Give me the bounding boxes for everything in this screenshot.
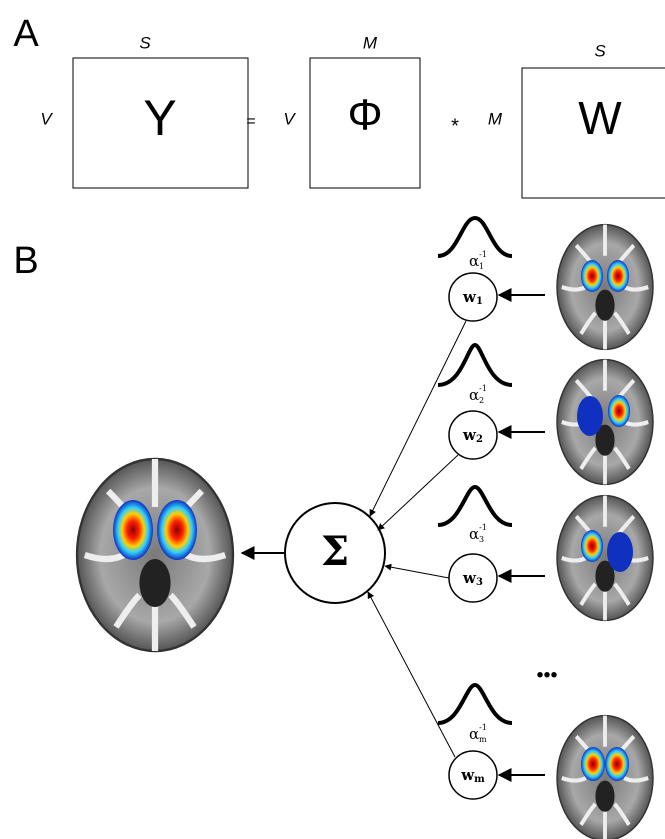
matrix-symbol: Y bbox=[143, 90, 176, 146]
operator: = bbox=[246, 113, 255, 130]
weight-node bbox=[448, 272, 498, 322]
matrix-symbol: Φ bbox=[347, 91, 382, 140]
arrow bbox=[377, 454, 459, 531]
matrix-box bbox=[72, 57, 249, 189]
weight-label: w3 bbox=[462, 569, 483, 588]
prior-label: α-1 1 bbox=[469, 250, 487, 271]
dim-label: V bbox=[283, 109, 296, 128]
dim-label: V bbox=[40, 109, 53, 128]
weight-label: w2 bbox=[462, 426, 483, 445]
panel-label: A bbox=[13, 13, 39, 55]
dim-label: M bbox=[488, 109, 503, 128]
dim-label: S bbox=[594, 41, 606, 60]
prior-label: α-1 2 bbox=[469, 384, 487, 405]
prior-curve bbox=[437, 484, 513, 527]
brain-image bbox=[557, 716, 653, 839]
panel-label: B bbox=[13, 240, 38, 282]
brain-image bbox=[557, 225, 653, 350]
prior-curve bbox=[437, 342, 513, 387]
matrix-box bbox=[521, 67, 665, 199]
prior-curve bbox=[437, 215, 513, 258]
dim-label: M bbox=[363, 33, 378, 52]
ellipsis: ••• bbox=[536, 664, 557, 686]
prior-label: α-1 3 bbox=[469, 523, 487, 544]
weight-node bbox=[448, 553, 498, 603]
matrix-box bbox=[309, 57, 421, 189]
arrow bbox=[369, 320, 467, 517]
sum-symbol: Σ bbox=[321, 528, 349, 575]
prior-curve bbox=[437, 682, 513, 725]
prior-label: α-1 m bbox=[469, 723, 487, 744]
matrix-symbol: W bbox=[578, 92, 622, 144]
weight-node bbox=[448, 410, 498, 460]
weight-label: w1 bbox=[462, 288, 483, 307]
dim-label: S bbox=[139, 33, 151, 52]
sum-node bbox=[284, 502, 386, 604]
weight-node bbox=[448, 750, 498, 800]
operator: * bbox=[451, 115, 459, 137]
arrow bbox=[384, 563, 450, 579]
weight-label: wm bbox=[460, 766, 485, 785]
brain-image bbox=[77, 459, 233, 651]
arrow bbox=[367, 591, 456, 758]
brain-image bbox=[557, 496, 653, 621]
brain-image bbox=[557, 360, 653, 485]
